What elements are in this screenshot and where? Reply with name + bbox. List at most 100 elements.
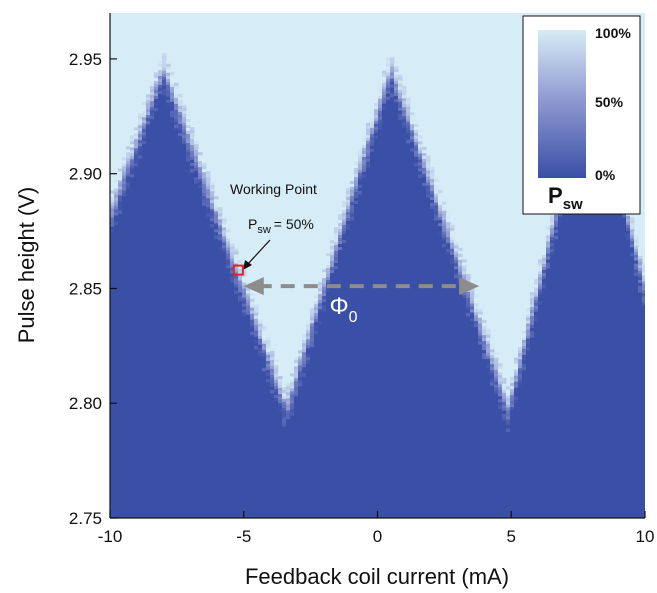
heatmap-cell (346, 220, 351, 225)
heatmap-cell (310, 338, 315, 342)
heatmap-column-low (186, 160, 191, 518)
heatmap-cell (510, 386, 515, 390)
heatmap-cell (346, 187, 351, 192)
heatmap-cell (302, 355, 307, 359)
heatmap-cell (262, 352, 267, 357)
heatmap-cell (382, 73, 387, 78)
heatmap-cell (406, 112, 411, 117)
heatmap-column-low (610, 176, 615, 518)
heatmap-cell (154, 93, 159, 97)
heatmap-cell (398, 107, 403, 112)
heatmap-cell (406, 109, 411, 114)
heatmap-cell (190, 169, 195, 173)
heatmap-cell (306, 342, 311, 346)
heatmap-cell (458, 268, 463, 273)
heatmap-column-low (322, 310, 327, 518)
heatmap-cell (490, 355, 495, 359)
heatmap-cell (314, 316, 319, 320)
heatmap-cell (202, 160, 207, 164)
heatmap-cell (526, 314, 531, 318)
heatmap-cell (446, 234, 451, 238)
heatmap-cell (458, 247, 463, 252)
heatmap-cell (334, 227, 339, 231)
heatmap-cell (482, 320, 487, 324)
heatmap-cell (414, 153, 419, 158)
heatmap-cell (210, 206, 215, 210)
heatmap-cell (158, 82, 163, 86)
heatmap-cell (206, 183, 211, 187)
heatmap-cell (638, 262, 643, 266)
heatmap-cell (642, 266, 645, 270)
heatmap-cell (118, 207, 123, 211)
heatmap-cell (502, 383, 507, 388)
heatmap-cell (214, 205, 219, 209)
heatmap-cell (354, 203, 359, 208)
heatmap-cell (430, 197, 435, 201)
heatmap-cell (470, 288, 475, 293)
heatmap-cell (222, 227, 227, 231)
heatmap-column-low (382, 114, 387, 518)
heatmap-cell (190, 154, 195, 158)
heatmap-cell (170, 77, 175, 82)
heatmap-cell (630, 229, 635, 233)
heatmap-cell (422, 185, 427, 190)
heatmap-cell (458, 253, 463, 258)
heatmap-cell (302, 352, 307, 356)
heatmap-cell (534, 305, 539, 310)
heatmap-column-low (510, 418, 515, 518)
heatmap-cell (518, 365, 523, 369)
period-arrow-head-left (243, 277, 264, 296)
heatmap-cell (542, 254, 547, 259)
heatmap-cell (314, 298, 319, 302)
heatmap-cell (442, 216, 447, 221)
heatmap-cell (502, 392, 507, 397)
heatmap-cell (118, 204, 123, 208)
heatmap-cell (474, 318, 479, 322)
heatmap-cell (402, 119, 407, 123)
heatmap-cell (226, 232, 231, 236)
heatmap-cell (510, 380, 515, 384)
heatmap-cell (378, 92, 383, 97)
heatmap-cell (458, 274, 463, 279)
heatmap-column-low (638, 291, 643, 518)
heatmap-cell (634, 263, 639, 268)
heatmap-cell (238, 259, 243, 264)
heatmap-cell (534, 317, 539, 322)
heatmap-cell (502, 386, 507, 391)
heatmap-cell (186, 148, 191, 153)
heatmap-cell (634, 239, 639, 244)
heatmap-cell (370, 145, 375, 150)
heatmap-cell (298, 359, 303, 363)
heatmap-cell (366, 137, 371, 142)
heatmap-cell (494, 393, 499, 398)
heatmap-cell (322, 278, 327, 282)
heatmap-cell (262, 331, 267, 336)
heatmap-cell (110, 196, 115, 201)
heatmap-cell (402, 95, 407, 99)
heatmap-cell (130, 141, 135, 145)
heatmap-cell (386, 93, 391, 98)
heatmap-cell (214, 217, 219, 221)
heatmap-cell (430, 206, 435, 210)
heatmap-cell (158, 64, 163, 68)
heatmap-cell (142, 135, 147, 139)
heatmap-cell (194, 150, 199, 154)
heatmap-cell (374, 102, 379, 107)
heatmap-cell (394, 81, 399, 85)
heatmap-cell (346, 223, 351, 228)
heatmap-cell (138, 128, 143, 132)
heatmap-cell (154, 84, 159, 88)
heatmap-column-low (114, 223, 119, 518)
heatmap-cell (390, 51, 395, 56)
heatmap-cell (270, 350, 275, 355)
heatmap-cell (302, 361, 307, 365)
heatmap-cell (514, 399, 519, 404)
heatmap-cell (390, 57, 395, 62)
heatmap-cell (238, 289, 243, 294)
heatmap-cell (330, 243, 335, 247)
heatmap-cell (554, 223, 559, 228)
heatmap-cell (434, 214, 439, 219)
heatmap-column-low (314, 336, 319, 518)
heatmap-column-low (478, 349, 483, 518)
heatmap-cell (298, 365, 303, 369)
